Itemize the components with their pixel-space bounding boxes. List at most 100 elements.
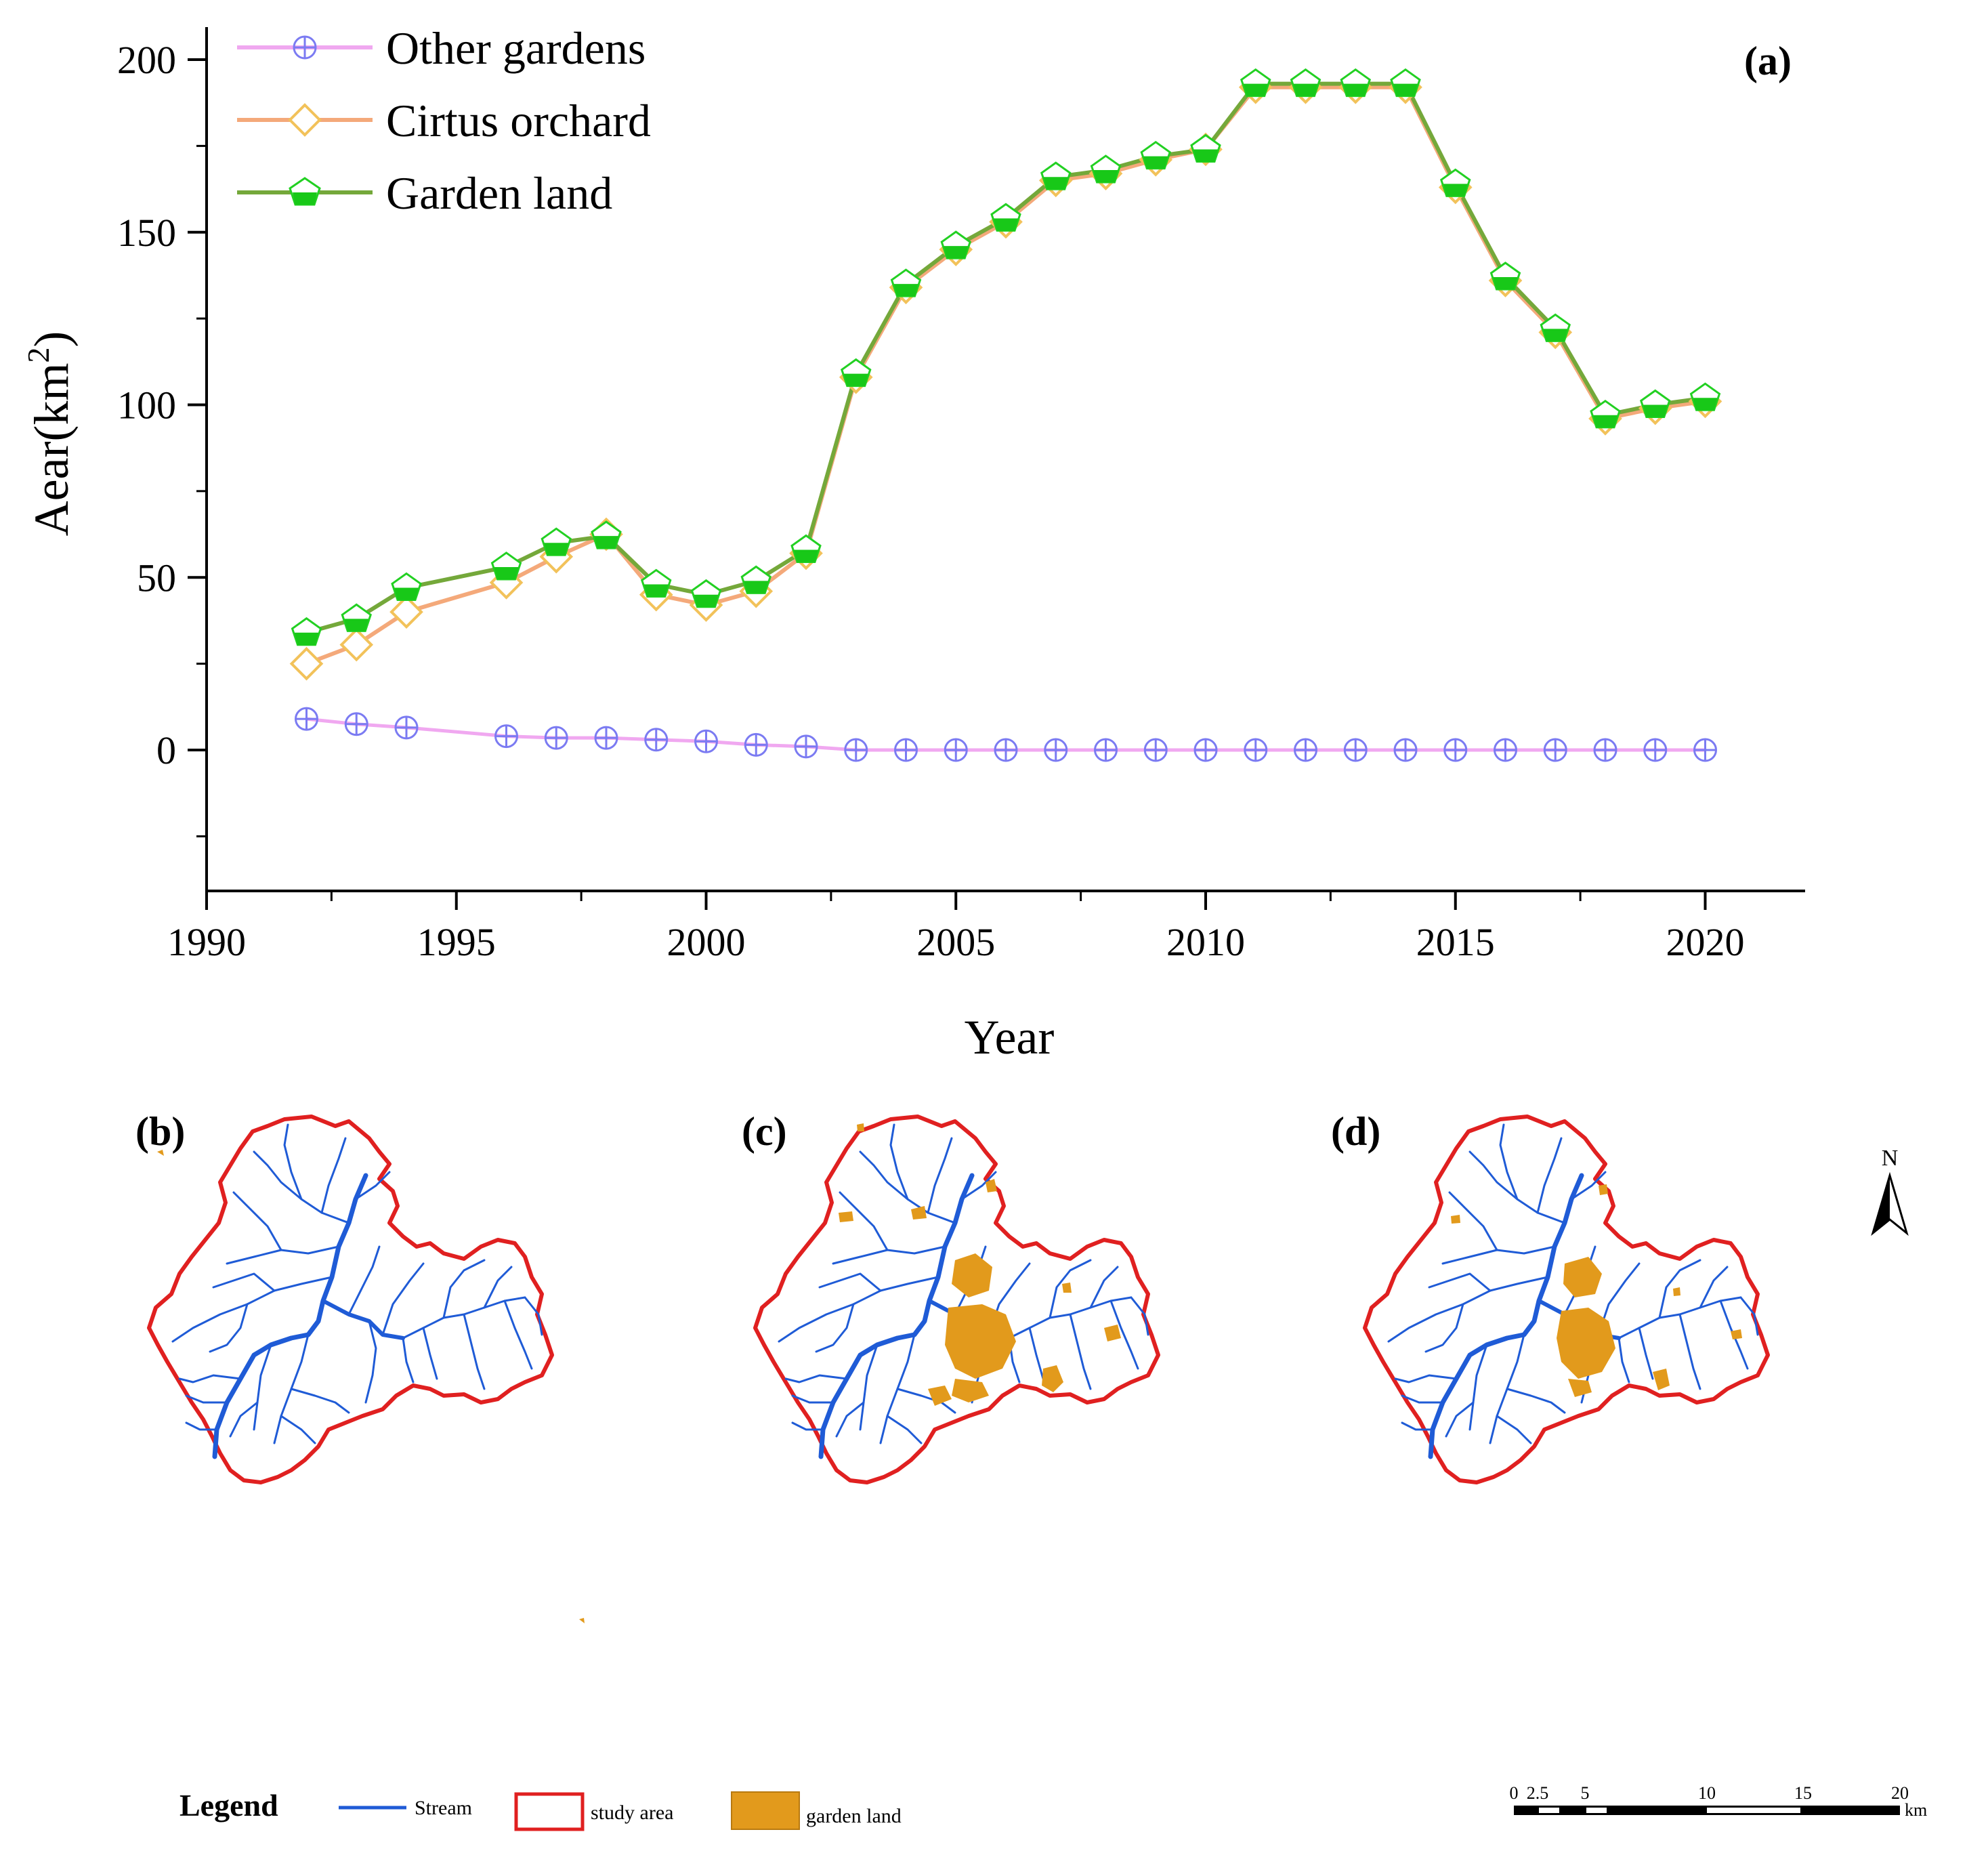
data-point bbox=[341, 603, 373, 632]
legend-label-other-gardens: Other gardens bbox=[386, 22, 646, 74]
map-panel-d: (d) bbox=[1331, 1109, 1768, 1482]
data-point bbox=[840, 358, 872, 388]
data-point bbox=[339, 627, 374, 662]
data-point bbox=[990, 203, 1021, 232]
data-point bbox=[694, 729, 718, 753]
y-axis-label-sup: 2 bbox=[21, 348, 56, 363]
chart-axes bbox=[205, 27, 1805, 892]
data-point bbox=[644, 728, 669, 752]
chart-legend: Other gardens Cirtus orchard Garden land bbox=[237, 22, 651, 219]
data-point bbox=[1290, 68, 1321, 98]
garden-land-legend-swatch bbox=[731, 1791, 800, 1830]
data-point bbox=[1343, 738, 1368, 762]
data-point bbox=[740, 565, 772, 594]
data-point bbox=[1543, 738, 1567, 762]
x-tick-label: 2015 bbox=[1416, 920, 1495, 964]
map-panel-label-d: (d) bbox=[1331, 1109, 1380, 1154]
data-point bbox=[1140, 140, 1172, 170]
data-point bbox=[1643, 738, 1668, 762]
scale-bar-label: 10 bbox=[1698, 1783, 1716, 1803]
y-tick-label: 100 bbox=[117, 383, 176, 428]
north-arrow: N bbox=[1871, 1146, 1909, 1236]
line-chart: 1990 1995 2000 2005 2010 2015 2020 0 50 100 150 200… bbox=[21, 22, 1805, 1064]
data-point bbox=[1294, 738, 1317, 762]
x-axis-label: Year bbox=[965, 1010, 1055, 1064]
data-point bbox=[1390, 68, 1421, 98]
data-point bbox=[844, 738, 868, 762]
y-tick-label: 0 bbox=[156, 728, 176, 772]
data-point bbox=[1240, 68, 1271, 98]
data-point bbox=[541, 527, 572, 556]
data-point bbox=[1090, 154, 1122, 184]
map-panel-label-b: (b) bbox=[135, 1109, 185, 1154]
data-point bbox=[1443, 738, 1468, 762]
map-panel-c: (c) bbox=[742, 1109, 1158, 1482]
data-point bbox=[690, 579, 722, 608]
data-point bbox=[794, 734, 818, 759]
data-point bbox=[1439, 168, 1471, 197]
data-point bbox=[594, 726, 618, 750]
chart-ticks: 1990 1995 2000 2005 2010 2015 2020 0 50 100 150 200 bbox=[117, 38, 1745, 964]
legend-label-citrus-orchard: Cirtus orchard bbox=[386, 95, 651, 146]
chart-series bbox=[305, 81, 1706, 752]
data-point bbox=[1590, 399, 1621, 429]
data-point bbox=[1044, 738, 1068, 762]
scale-bar-label: 20 bbox=[1891, 1783, 1909, 1803]
x-tick-label: 2010 bbox=[1166, 920, 1245, 964]
data-point bbox=[490, 551, 522, 581]
data-point bbox=[391, 572, 422, 602]
data-point bbox=[1340, 68, 1372, 98]
map-panel-label-c: (c) bbox=[742, 1109, 787, 1154]
data-point bbox=[1094, 738, 1118, 762]
scale-bar-label: 2.5 bbox=[1527, 1783, 1549, 1803]
data-point bbox=[1693, 738, 1717, 762]
data-point bbox=[744, 732, 768, 757]
data-point bbox=[994, 738, 1018, 762]
study-area-legend-label: study area bbox=[591, 1802, 673, 1824]
legend-item-citrus-orchard: Cirtus orchard bbox=[237, 95, 651, 146]
map-legend-title: Legend bbox=[179, 1788, 278, 1823]
y-axis-label-close: ) bbox=[24, 331, 79, 348]
data-point bbox=[389, 595, 423, 629]
scale-bar-label: 5 bbox=[1581, 1783, 1590, 1803]
data-point bbox=[291, 617, 322, 646]
y-axis-label-base: Aear(km bbox=[24, 363, 79, 537]
x-tick-label: 2020 bbox=[1666, 920, 1745, 964]
data-point bbox=[289, 646, 324, 681]
map-legend: Legend Stream study area garden land bbox=[179, 1788, 902, 1831]
stream-legend-label: Stream bbox=[415, 1797, 472, 1819]
x-tick-label: 1990 bbox=[167, 920, 246, 964]
chart-markers bbox=[289, 68, 1722, 762]
data-point bbox=[295, 707, 318, 731]
data-point bbox=[1244, 738, 1268, 762]
y-tick-label: 150 bbox=[117, 211, 176, 255]
data-point bbox=[940, 230, 972, 259]
data-point bbox=[790, 534, 822, 563]
scale-bar-label: 15 bbox=[1794, 1783, 1812, 1803]
x-tick-label: 2000 bbox=[667, 920, 746, 964]
data-point bbox=[591, 520, 622, 549]
chart-panel-label: (a) bbox=[1744, 39, 1792, 83]
data-point bbox=[1639, 389, 1671, 418]
study-area-legend-swatch bbox=[514, 1792, 585, 1831]
data-point bbox=[1040, 161, 1072, 190]
legend-item-garden-land: Garden land bbox=[237, 167, 612, 219]
data-point bbox=[344, 712, 368, 736]
data-point bbox=[1393, 738, 1418, 762]
y-axis-label: Aear(km2) bbox=[21, 331, 79, 537]
data-point bbox=[1593, 738, 1617, 762]
north-arrow-label: N bbox=[1882, 1146, 1899, 1171]
y-tick-label: 200 bbox=[117, 38, 176, 82]
y-tick-label: 50 bbox=[137, 556, 176, 600]
data-point bbox=[1190, 133, 1221, 163]
data-point bbox=[890, 268, 922, 297]
series-line-0 bbox=[306, 717, 1706, 752]
data-point bbox=[640, 568, 672, 598]
data-point bbox=[1540, 313, 1571, 342]
data-point bbox=[494, 724, 518, 749]
data-point bbox=[1489, 262, 1521, 291]
x-tick-label: 1995 bbox=[417, 920, 496, 964]
data-point bbox=[1193, 738, 1218, 762]
series-line-2 bbox=[305, 81, 1706, 635]
